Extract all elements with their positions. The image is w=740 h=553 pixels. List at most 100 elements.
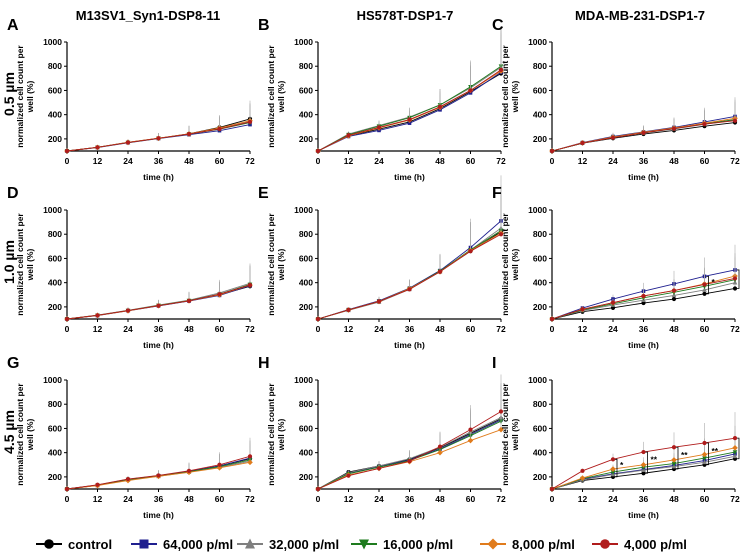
legend-label: 32,000 p/ml xyxy=(269,537,339,552)
data-point xyxy=(186,468,192,473)
data-point xyxy=(376,299,382,304)
y-tick-label: 400 xyxy=(48,448,62,458)
y-tick-label: 1000 xyxy=(43,37,62,47)
y-tick-label: 200 xyxy=(48,302,62,312)
x-tick-label: 36 xyxy=(405,494,415,504)
x-axis-label: time (h) xyxy=(628,340,659,350)
data-point xyxy=(732,450,738,455)
row-label: 0.5 µm xyxy=(1,72,17,116)
y-axis-label: normalized cell count per xyxy=(266,45,276,148)
data-point xyxy=(671,461,677,467)
x-tick-label: 12 xyxy=(578,156,588,166)
panel-letter: H xyxy=(258,355,270,372)
y-axis-label: well (%) xyxy=(510,249,520,282)
data-point xyxy=(549,148,555,154)
data-point xyxy=(580,307,585,312)
x-tick-label: 48 xyxy=(669,324,679,334)
series-line-32000pml xyxy=(317,227,502,320)
x-tick-label: 36 xyxy=(154,494,164,504)
significance-marker: * xyxy=(620,460,624,470)
row-label: 1.0 µm xyxy=(1,240,17,284)
series-line-8000pml xyxy=(317,232,502,320)
legend-marker-icon xyxy=(600,539,610,549)
y-tick-label: 200 xyxy=(299,302,313,312)
x-tick-label: 12 xyxy=(93,324,103,334)
data-point xyxy=(437,269,443,274)
y-tick-label: 400 xyxy=(533,278,547,288)
data-point xyxy=(247,119,253,125)
data-point xyxy=(702,456,707,461)
legend-item: 64,000 p/ml xyxy=(131,537,233,552)
data-point xyxy=(641,465,646,470)
data-point xyxy=(315,316,321,322)
data-point xyxy=(64,148,70,154)
x-tick-label: 36 xyxy=(639,324,649,334)
data-point xyxy=(156,473,161,478)
data-point xyxy=(641,130,646,135)
significance-bracket xyxy=(676,446,679,470)
data-point xyxy=(732,276,738,281)
data-point xyxy=(217,126,222,132)
y-tick-label: 400 xyxy=(48,110,62,120)
y-tick-label: 600 xyxy=(299,253,313,263)
y-tick-label: 800 xyxy=(533,229,547,239)
data-point xyxy=(580,468,585,473)
x-tick-label: 24 xyxy=(374,324,384,334)
legend-label: 16,000 p/ml xyxy=(383,537,453,552)
data-point xyxy=(549,316,555,322)
x-tick-label: 0 xyxy=(65,324,70,334)
x-tick-label: 12 xyxy=(578,494,588,504)
x-tick-label: 12 xyxy=(93,494,103,504)
y-tick-label: 400 xyxy=(533,110,547,120)
y-tick-label: 600 xyxy=(299,423,313,433)
legend-label: 64,000 p/ml xyxy=(163,537,233,552)
data-point xyxy=(701,451,708,458)
data-point xyxy=(610,300,616,305)
y-tick-label: 800 xyxy=(48,399,62,409)
data-point xyxy=(732,118,738,123)
data-point xyxy=(702,122,707,127)
x-tick-label: 24 xyxy=(374,494,384,504)
y-tick-label: 600 xyxy=(48,85,62,95)
significance-marker: ** xyxy=(651,455,658,465)
x-tick-label: 36 xyxy=(405,156,415,166)
y-tick-label: 800 xyxy=(299,61,313,71)
y-tick-label: 800 xyxy=(299,229,313,239)
legend-marker-icon xyxy=(359,539,369,550)
x-tick-label: 60 xyxy=(215,324,225,334)
y-tick-label: 600 xyxy=(533,253,547,263)
series-line-16000pml xyxy=(317,230,502,320)
legend-marker-icon xyxy=(245,538,255,549)
y-axis-label: well (%) xyxy=(510,419,520,452)
data-point xyxy=(64,486,70,492)
y-tick-label: 400 xyxy=(299,448,313,458)
panel-letter: B xyxy=(258,17,270,34)
data-point xyxy=(732,286,738,291)
x-tick-label: 48 xyxy=(184,494,194,504)
data-point xyxy=(579,475,586,481)
legend-item: 32,000 p/ml xyxy=(237,537,339,552)
x-tick-label: 72 xyxy=(730,494,740,504)
legend-label: 4,000 p/ml xyxy=(624,537,687,552)
data-point xyxy=(641,293,646,299)
legend-item: 4,000 p/ml xyxy=(592,537,687,552)
data-point xyxy=(407,459,412,464)
x-tick-label: 72 xyxy=(730,324,740,334)
data-point xyxy=(95,313,100,318)
x-tick-label: 60 xyxy=(700,494,710,504)
column-title: HS578T-DSP1-7 xyxy=(357,8,454,23)
x-tick-label: 36 xyxy=(405,324,415,334)
data-point xyxy=(407,117,412,122)
x-tick-label: 60 xyxy=(466,324,476,334)
x-axis-label: time (h) xyxy=(143,172,174,182)
y-tick-label: 800 xyxy=(299,399,313,409)
x-axis-label: time (h) xyxy=(628,510,659,520)
data-point xyxy=(216,465,223,471)
x-axis-label: time (h) xyxy=(394,340,425,350)
data-point xyxy=(315,486,321,492)
y-tick-label: 400 xyxy=(533,448,547,458)
y-tick-label: 1000 xyxy=(294,37,313,47)
x-tick-label: 60 xyxy=(700,324,710,334)
data-point xyxy=(671,296,677,302)
x-tick-label: 72 xyxy=(496,156,506,166)
